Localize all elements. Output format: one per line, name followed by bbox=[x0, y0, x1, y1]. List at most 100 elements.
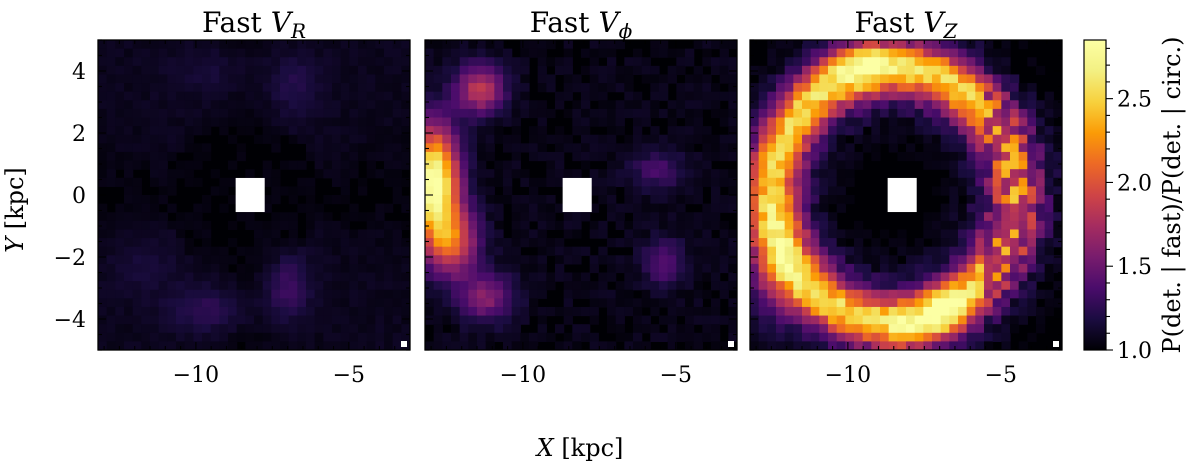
heatmap-cell bbox=[871, 57, 881, 67]
heatmap-cell bbox=[949, 126, 959, 136]
heatmap-cell bbox=[667, 151, 677, 162]
heatmap-cell bbox=[880, 263, 890, 274]
heatmap-cell bbox=[219, 65, 229, 76]
heatmap-cell bbox=[949, 203, 959, 213]
heatmap-cell bbox=[906, 332, 916, 342]
heatmap-cell bbox=[210, 117, 220, 127]
heatmap-cell bbox=[845, 263, 855, 274]
heatmap-cell bbox=[280, 324, 290, 334]
heatmap-cell bbox=[702, 289, 712, 299]
heatmap-cell bbox=[262, 91, 272, 101]
heatmap-cell bbox=[468, 255, 478, 265]
heatmap-cell bbox=[375, 332, 385, 342]
heatmap-cell bbox=[115, 341, 125, 350]
heatmap-cell bbox=[1044, 246, 1054, 256]
x-axis-label: X [kpc] bbox=[535, 434, 624, 462]
heatmap-cell bbox=[98, 177, 108, 187]
heatmap-cell bbox=[219, 48, 229, 58]
heatmap-cell bbox=[802, 246, 812, 256]
y-tick-label: −4 bbox=[54, 308, 86, 333]
heatmap-cell bbox=[375, 83, 385, 93]
heatmap-cell bbox=[711, 143, 721, 153]
heatmap-cell bbox=[802, 238, 812, 248]
heatmap-cell bbox=[659, 315, 669, 325]
heatmap-cell bbox=[624, 281, 634, 291]
heatmap-cell bbox=[477, 229, 487, 239]
heatmap-cell bbox=[503, 100, 513, 110]
heatmap-cell bbox=[897, 151, 907, 162]
heatmap-cell bbox=[572, 117, 582, 127]
heatmap-cell bbox=[589, 169, 599, 179]
heatmap-cell bbox=[750, 83, 760, 93]
heatmap-cell bbox=[711, 272, 721, 282]
heatmap-cell bbox=[563, 298, 573, 308]
heatmap-cell bbox=[633, 341, 643, 350]
heatmap-cell bbox=[358, 238, 368, 248]
heatmap-cell bbox=[236, 272, 246, 282]
heatmap-cell bbox=[202, 238, 212, 248]
heatmap-cell bbox=[520, 341, 530, 350]
heatmap-cell bbox=[693, 186, 703, 196]
heatmap-cell bbox=[468, 220, 478, 231]
heatmap-cell bbox=[555, 91, 565, 101]
heatmap-cell bbox=[719, 117, 729, 127]
heatmap-cell bbox=[897, 341, 907, 350]
heatmap-cell bbox=[485, 203, 495, 213]
heatmap-cell bbox=[494, 263, 504, 274]
heatmap-cell bbox=[589, 220, 599, 231]
heatmap-cell bbox=[888, 134, 898, 144]
heatmap-cell bbox=[836, 83, 846, 93]
heatmap-cell bbox=[793, 324, 803, 334]
heatmap-cell bbox=[758, 74, 768, 84]
heatmap-cell bbox=[245, 83, 255, 93]
heatmap-cell bbox=[219, 341, 229, 350]
heatmap-cell bbox=[923, 134, 933, 144]
heatmap-cell bbox=[98, 91, 108, 101]
heatmap-cell bbox=[384, 48, 394, 58]
heatmap-cell bbox=[366, 65, 376, 76]
heatmap-cell bbox=[193, 57, 203, 67]
heatmap-cell bbox=[167, 126, 177, 136]
heatmap-cell bbox=[776, 246, 786, 256]
heatmap-cell bbox=[776, 195, 786, 205]
heatmap-cell bbox=[784, 298, 794, 308]
heatmap-cell bbox=[141, 151, 151, 162]
heatmap-cell bbox=[132, 65, 142, 76]
heatmap-cell bbox=[897, 100, 907, 110]
heatmap-cell bbox=[685, 117, 695, 127]
heatmap-cell bbox=[503, 48, 513, 58]
heatmap-cell bbox=[966, 238, 976, 248]
heatmap-cell bbox=[210, 65, 220, 76]
heatmap-cell bbox=[433, 177, 443, 187]
heatmap-cell bbox=[425, 238, 435, 248]
heatmap-cell bbox=[546, 108, 556, 119]
heatmap-cell bbox=[871, 100, 881, 110]
heatmap-cell bbox=[262, 83, 272, 93]
heatmap-cell bbox=[485, 65, 495, 76]
heatmap-cell bbox=[158, 74, 168, 84]
heatmap-cell bbox=[693, 298, 703, 308]
heatmap-cell bbox=[650, 83, 660, 93]
heatmap-cell bbox=[702, 91, 712, 101]
heatmap-cell bbox=[132, 298, 142, 308]
heatmap-cell bbox=[323, 126, 333, 136]
heatmap-cell bbox=[451, 91, 461, 101]
heatmap-cell bbox=[555, 306, 565, 317]
heatmap-cell bbox=[124, 306, 134, 317]
heatmap-cell bbox=[975, 74, 985, 84]
heatmap-cell bbox=[563, 289, 573, 299]
heatmap-cell bbox=[520, 306, 530, 317]
heatmap-cell bbox=[158, 281, 168, 291]
heatmap-cell bbox=[340, 108, 350, 119]
heatmap-cell bbox=[819, 48, 829, 58]
heatmap-cell bbox=[906, 255, 916, 265]
heatmap-cell bbox=[975, 272, 985, 282]
heatmap-cell bbox=[459, 238, 469, 248]
heatmap-cell bbox=[659, 212, 669, 222]
colorbar-gradient bbox=[1083, 39, 1107, 351]
heatmap-cell bbox=[888, 117, 898, 127]
heatmap-cell bbox=[854, 126, 864, 136]
heatmap-cell bbox=[271, 91, 281, 101]
heatmap-cell bbox=[401, 315, 410, 325]
heatmap-cell bbox=[115, 255, 125, 265]
